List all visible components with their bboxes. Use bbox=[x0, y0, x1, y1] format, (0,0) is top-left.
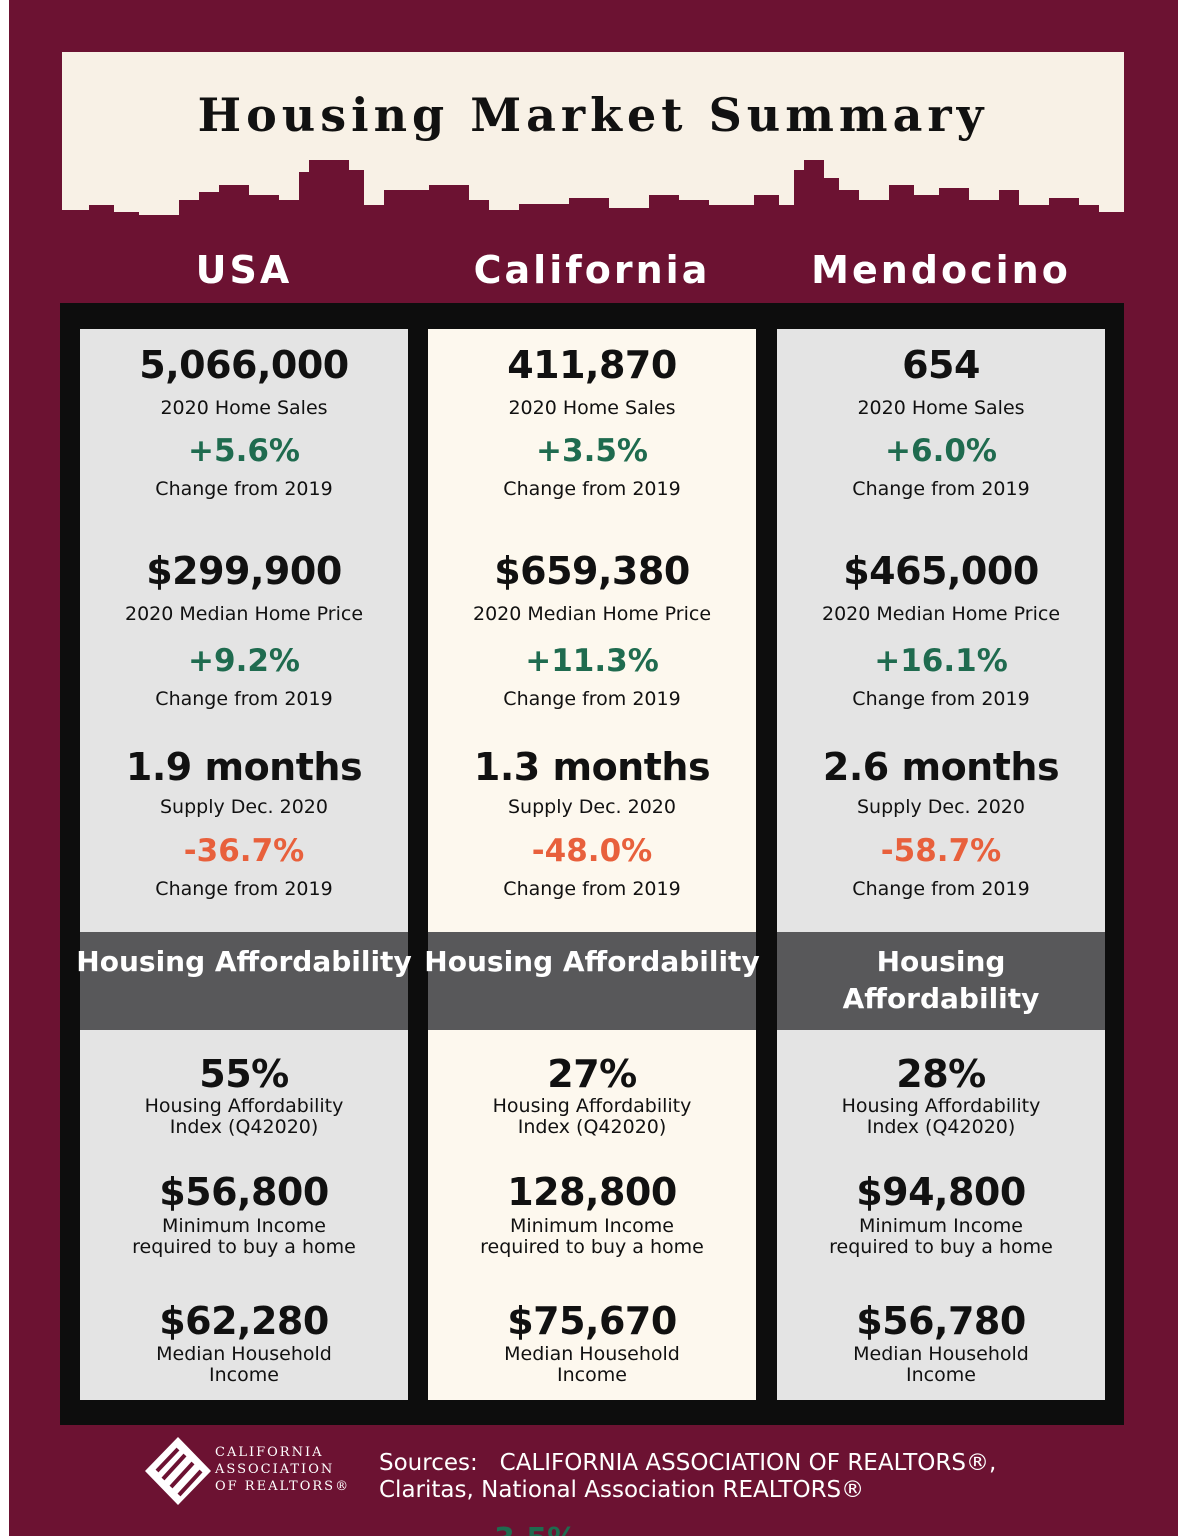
metric-value: $465,000 bbox=[843, 549, 1039, 593]
metric-value: 5,066,000 bbox=[139, 343, 349, 387]
logo-mark bbox=[145, 1437, 211, 1505]
column-bottom bbox=[80, 1030, 408, 1400]
affordability-value: $56,780 bbox=[856, 1299, 1026, 1343]
metric-value: $659,380 bbox=[494, 549, 690, 593]
metric-label: 2020 Median Home Price bbox=[124, 603, 364, 625]
change-label: Change from 2019 bbox=[852, 478, 1030, 500]
change-label: Change from 2019 bbox=[503, 478, 681, 500]
affordability-value: 55% bbox=[199, 1052, 289, 1096]
title: Housing Market Summary bbox=[197, 88, 989, 142]
affordability-band bbox=[80, 932, 408, 1030]
metric-label: 2020 Median Home Price bbox=[472, 603, 712, 625]
metric-label: Supply Dec. 2020 bbox=[508, 796, 676, 818]
column-top bbox=[428, 329, 756, 932]
change-label: Change from 2019 bbox=[503, 688, 681, 710]
affordability-band bbox=[777, 932, 1105, 1030]
metric-label: Supply Dec. 2020 bbox=[160, 796, 328, 818]
metric-value: 411,870 bbox=[507, 343, 677, 387]
metric-label: 2020 Home Sales bbox=[508, 397, 676, 419]
affordability-label: Housing Affordability Index (Q42020) bbox=[144, 1095, 344, 1138]
affordability-label: Housing Affordability Index (Q42020) bbox=[841, 1095, 1041, 1138]
column-top bbox=[80, 329, 408, 932]
skyline bbox=[62, 160, 1124, 222]
metric-label: 2020 Home Sales bbox=[160, 397, 328, 419]
metric-change: +3.5% bbox=[536, 433, 648, 469]
sources: Sources: CALIFORNIA ASSOCIATION OF REALT… bbox=[379, 1450, 997, 1503]
metric-change: +16.1% bbox=[874, 643, 1008, 679]
metric-value: $299,900 bbox=[146, 549, 342, 593]
metric-change: +6.0% bbox=[885, 433, 997, 469]
affordability-label: Minimum Income required to buy a home bbox=[132, 1215, 356, 1258]
affordability-value: 27% bbox=[547, 1052, 637, 1096]
header-banner bbox=[62, 52, 1124, 222]
affordability-label: Median Household Income bbox=[853, 1343, 1029, 1386]
affordability-title: Housing Affordability bbox=[76, 945, 412, 978]
metric-value: 1.3 months bbox=[473, 745, 711, 789]
metric-change: +5.6% bbox=[188, 433, 300, 469]
affordability-value: $56,800 bbox=[159, 1170, 329, 1214]
column-top bbox=[777, 329, 1105, 932]
change-label: Change from 2019 bbox=[503, 878, 681, 900]
affordability-label: Housing Affordability Index (Q42020) bbox=[492, 1095, 692, 1138]
metric-change: +9.2% bbox=[188, 643, 300, 679]
affordability-label: Median Household Income bbox=[156, 1343, 332, 1386]
affordability-label: Median Household Income bbox=[504, 1343, 680, 1386]
affordability-band bbox=[428, 932, 756, 1030]
change-label: Change from 2019 bbox=[852, 878, 1030, 900]
affordability-label: Minimum Income required to buy a home bbox=[829, 1215, 1053, 1258]
affordability-title: Housing Affordability bbox=[842, 945, 1040, 1015]
logo-text: CALIFORNIA ASSOCIATION OF REALTORS® bbox=[215, 1445, 351, 1494]
metric-change: -58.7% bbox=[880, 833, 1002, 869]
affordability-value: 128,800 bbox=[507, 1170, 677, 1214]
affordability-value: $62,280 bbox=[159, 1299, 329, 1343]
column-bottom bbox=[777, 1030, 1105, 1400]
affordability-value: 28% bbox=[896, 1052, 986, 1096]
column-name: USA bbox=[195, 248, 293, 292]
column-name: California bbox=[473, 248, 711, 292]
affordability-value: $75,670 bbox=[507, 1299, 677, 1343]
cut-off-text: 3.5% bbox=[494, 1522, 577, 1536]
metric-change: -36.7% bbox=[183, 833, 305, 869]
metric-label: 2020 Median Home Price bbox=[821, 603, 1061, 625]
metric-value: 1.9 months bbox=[125, 745, 363, 789]
change-label: Change from 2019 bbox=[852, 688, 1030, 710]
affordability-title: Housing Affordability bbox=[424, 945, 760, 978]
metric-change: -48.0% bbox=[531, 833, 653, 869]
metric-label: Supply Dec. 2020 bbox=[857, 796, 1025, 818]
change-label: Change from 2019 bbox=[155, 688, 333, 710]
affordability-label: Minimum Income required to buy a home bbox=[480, 1215, 704, 1258]
metric-change: +11.3% bbox=[525, 643, 659, 679]
affordability-value: $94,800 bbox=[856, 1170, 1026, 1214]
column-name: Mendocino bbox=[811, 248, 1071, 292]
metric-value: 654 bbox=[902, 343, 980, 387]
infographic: Housing Market Summary CALIFORNIA ASSOCI… bbox=[9, 0, 1178, 1536]
change-label: Change from 2019 bbox=[155, 878, 333, 900]
metric-label: 2020 Home Sales bbox=[857, 397, 1025, 419]
column-bottom bbox=[428, 1030, 756, 1400]
change-label: Change from 2019 bbox=[155, 478, 333, 500]
metric-value: 2.6 months bbox=[822, 745, 1060, 789]
